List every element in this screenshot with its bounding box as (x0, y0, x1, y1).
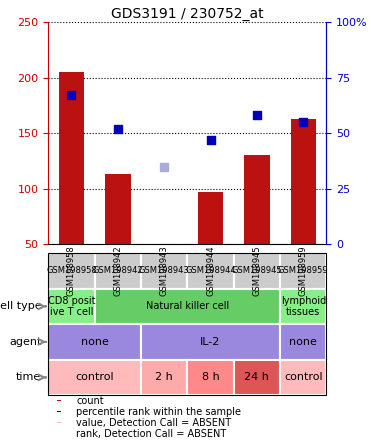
Text: GSM198943: GSM198943 (160, 246, 169, 296)
Bar (48, 253, 95, 289)
Text: lymphoid
tissues: lymphoid tissues (281, 296, 326, 317)
Text: 24 h: 24 h (244, 373, 269, 382)
Bar (234, 253, 280, 289)
Point (208, 136, 214, 143)
Text: GSM198942: GSM198942 (92, 266, 143, 275)
Bar (95, 253, 141, 289)
Text: GSM198943: GSM198943 (139, 266, 190, 275)
Text: GSM198944: GSM198944 (185, 266, 236, 275)
Text: GSM198959: GSM198959 (278, 266, 329, 275)
Text: 2 h: 2 h (155, 373, 173, 382)
Title: GDS3191 / 230752_at: GDS3191 / 230752_at (111, 7, 264, 21)
Bar (48, 324, 141, 360)
Bar (48, 253, 95, 289)
Bar (234, 360, 280, 395)
Bar (244, 155, 270, 300)
Bar (234, 253, 280, 289)
Text: GSM198944: GSM198944 (206, 246, 215, 296)
Bar (141, 253, 187, 289)
Bar (198, 192, 223, 300)
Bar (280, 324, 326, 360)
Point (254, 112, 260, 119)
Bar (105, 174, 131, 300)
Bar (187, 253, 234, 289)
Bar (48, 360, 141, 395)
Text: count: count (76, 396, 104, 406)
Point (301, 119, 306, 126)
Text: none: none (81, 337, 109, 347)
Text: CD8 posit
ive T cell: CD8 posit ive T cell (47, 296, 95, 317)
Bar (95, 253, 141, 289)
Point (69, 92, 75, 99)
Text: Natural killer cell: Natural killer cell (146, 301, 229, 311)
Text: GSM198958: GSM198958 (67, 246, 76, 296)
Bar (56, 400, 62, 401)
Bar (280, 253, 326, 289)
Bar (151, 297, 177, 300)
Text: GSM198945: GSM198945 (252, 246, 262, 296)
Bar (56, 411, 62, 412)
Text: 8 h: 8 h (202, 373, 219, 382)
Text: cell type: cell type (0, 301, 41, 311)
Bar (59, 72, 84, 300)
Text: agent: agent (9, 337, 41, 347)
Point (115, 125, 121, 132)
Bar (56, 433, 62, 435)
Text: time: time (16, 373, 41, 382)
Bar (56, 422, 62, 424)
Text: control: control (75, 373, 114, 382)
Text: none: none (289, 337, 317, 347)
Bar (141, 253, 187, 289)
Text: IL-2: IL-2 (200, 337, 221, 347)
Text: percentile rank within the sample: percentile rank within the sample (76, 407, 241, 417)
Bar (141, 324, 280, 360)
Bar (48, 289, 95, 324)
Bar (187, 360, 234, 395)
Bar (290, 119, 316, 300)
Text: GSM198942: GSM198942 (113, 246, 122, 296)
Text: control: control (284, 373, 323, 382)
Text: value, Detection Call = ABSENT: value, Detection Call = ABSENT (76, 418, 231, 428)
Bar (95, 289, 280, 324)
Bar (280, 253, 326, 289)
Text: GSM198958: GSM198958 (46, 266, 97, 275)
Bar (280, 289, 326, 324)
Text: GSM198945: GSM198945 (232, 266, 282, 275)
Bar (187, 253, 234, 289)
Bar (280, 360, 326, 395)
Point (161, 163, 167, 170)
Text: GSM198959: GSM198959 (299, 246, 308, 296)
Bar (141, 360, 187, 395)
Text: rank, Detection Call = ABSENT: rank, Detection Call = ABSENT (76, 429, 226, 439)
